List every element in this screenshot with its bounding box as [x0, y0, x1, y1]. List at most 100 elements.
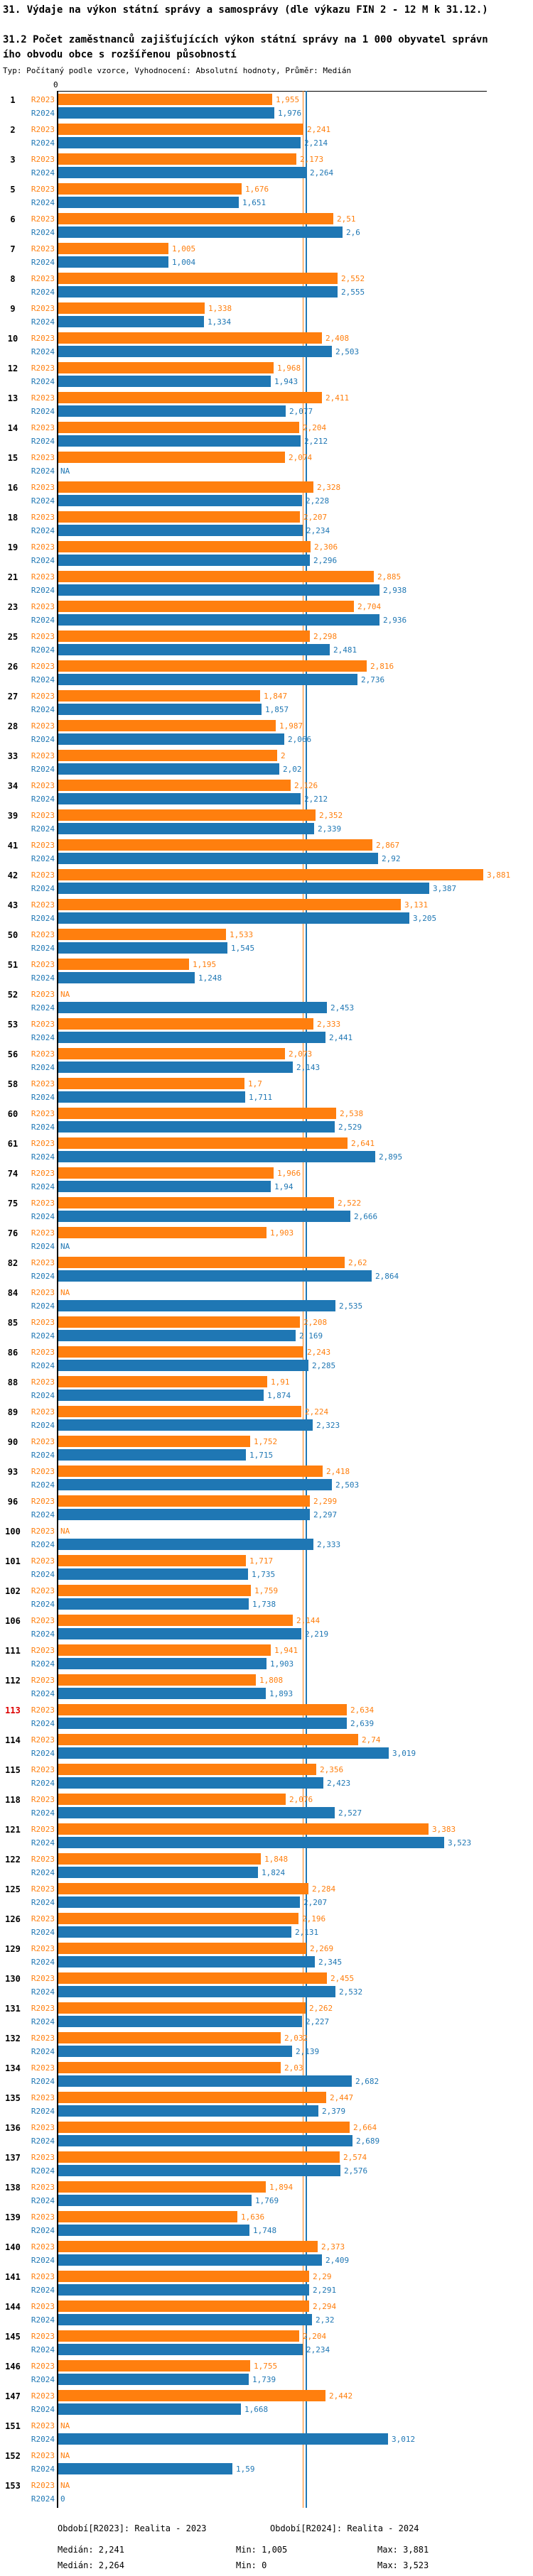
- series-label-r2023: R2023: [31, 990, 55, 999]
- value-label-r2024: 2,207: [303, 1898, 328, 1907]
- series-label-r2024: R2024: [31, 466, 55, 476]
- series-label-r2024: R2024: [31, 2196, 55, 2205]
- series-label-r2023: R2023: [31, 632, 55, 641]
- row-group-21: 21 R2023 2,885 R2024 2,938: [0, 571, 533, 601]
- value-label-r2023: 2,867: [376, 841, 400, 850]
- series-label-r2023: R2023: [31, 662, 55, 671]
- bar-r2023: [58, 213, 333, 224]
- value-label-r2023: NA: [60, 1288, 70, 1297]
- series-label-r2023: R2023: [31, 483, 55, 492]
- bar-r2023: [58, 1943, 306, 1954]
- value-label-r2023: 1,941: [274, 1646, 298, 1655]
- row-id-label: 51: [7, 960, 18, 970]
- row-id-label: 33: [7, 751, 18, 761]
- row-id-label: 86: [7, 1348, 18, 1358]
- bar-r2023: [58, 541, 311, 552]
- value-label-r2024: 1,748: [253, 2226, 277, 2235]
- bar-r2023: [58, 1048, 285, 1059]
- row-group-151: 151 R2023 NA R2024 3,012: [0, 2420, 533, 2450]
- series-label-r2023: R2023: [31, 1705, 55, 1715]
- value-label-r2023: 2,522: [338, 1199, 362, 1208]
- value-label-r2024: 2,264: [310, 168, 334, 178]
- series-label-r2024: R2024: [31, 1331, 55, 1341]
- series-label-r2024: R2024: [31, 1749, 55, 1758]
- value-label-r2024: 2,481: [333, 645, 357, 655]
- value-label-r2024: 2,131: [295, 1928, 319, 1937]
- row-id-label: 7: [10, 244, 16, 254]
- value-label-r2024: 2,666: [354, 1212, 378, 1221]
- row-group-5: 5 R2023 1,676 R2024 1,651: [0, 183, 533, 213]
- value-label-r2023: 2,74: [362, 1735, 381, 1745]
- series-label-r2023: R2023: [31, 125, 55, 134]
- row-id-label: 52: [7, 990, 18, 1000]
- value-label-r2024: 1,715: [249, 1451, 274, 1460]
- row-id-label: 140: [5, 2242, 21, 2252]
- row-id-label: 145: [5, 2332, 21, 2342]
- bar-r2024: [58, 1867, 258, 1878]
- series-label-r2023: R2023: [31, 393, 55, 403]
- value-label-r2024: 2,379: [322, 2107, 346, 2116]
- row-group-14: 14 R2023 2,204 R2024 2,212: [0, 422, 533, 452]
- value-label-r2024: 2,576: [344, 2166, 368, 2176]
- series-label-r2023: R2023: [31, 2421, 55, 2430]
- value-label-r2024: 3,019: [392, 1749, 416, 1758]
- bar-r2023: [58, 2271, 309, 2282]
- row-group-42: 42 R2023 3,881 R2024 3,387: [0, 869, 533, 899]
- series-label-r2023: R2023: [31, 2272, 55, 2281]
- row-group-7: 7 R2023 1,005 R2024 1,004: [0, 243, 533, 273]
- row-group-134: 134 R2023 2,03 R2024 2,682: [0, 2062, 533, 2092]
- series-label-r2024: R2024: [31, 1510, 55, 1519]
- series-label-r2023: R2023: [31, 1109, 55, 1118]
- bar-r2024: [58, 2403, 241, 2415]
- series-label-r2024: R2024: [31, 496, 55, 506]
- value-label-r2023: 2,284: [312, 1884, 336, 1894]
- row-group-125: 125 R2023 2,284 R2024 2,207: [0, 1883, 533, 1913]
- bar-r2023: [58, 720, 276, 731]
- value-label-r2024: 2,291: [313, 2286, 337, 2295]
- bar-r2024: [58, 1479, 332, 1490]
- row-id-label: 28: [7, 721, 18, 731]
- series-label-r2023: R2023: [31, 692, 55, 701]
- series-label-r2024: R2024: [31, 1152, 55, 1162]
- value-label-r2024: 1,711: [249, 1093, 273, 1102]
- row-group-8: 8 R2023 2,552 R2024 2,555: [0, 273, 533, 302]
- bar-r2023: [58, 1495, 310, 1507]
- row-id-label: 58: [7, 1079, 18, 1089]
- value-label-r2024: 3,012: [392, 2435, 416, 2444]
- series-label-r2024: R2024: [31, 586, 55, 595]
- value-label-r2024: 1,903: [270, 1659, 294, 1669]
- series-label-r2023: R2023: [31, 1586, 55, 1595]
- bar-r2024: [58, 2374, 249, 2385]
- bar-r2023: [58, 839, 372, 851]
- row-group-1: 1 R2023 1,955 R2024 1,976: [0, 94, 533, 124]
- series-label-r2024: R2024: [31, 1212, 55, 1221]
- bar-r2023: [58, 2211, 237, 2222]
- bar-r2024: [58, 2314, 312, 2325]
- row-group-114: 114 R2023 2,74 R2024 3,019: [0, 1734, 533, 1764]
- bar-r2024: [58, 1270, 372, 1282]
- series-label-r2024: R2024: [31, 2435, 55, 2444]
- bar-r2024: [58, 1598, 249, 1610]
- value-label-r2024: 2,227: [306, 2017, 330, 2026]
- series-label-r2023: R2023: [31, 1407, 55, 1417]
- value-label-r2023: 2,076: [289, 1795, 313, 1804]
- row-id-label: 1: [10, 95, 16, 105]
- value-label-r2024: 2,228: [306, 496, 330, 506]
- series-label-r2024: R2024: [31, 2375, 55, 2384]
- value-label-r2023: 1,676: [245, 185, 269, 194]
- row-id-label: 122: [5, 1855, 21, 1865]
- bar-r2024: [58, 1509, 310, 1520]
- value-label-r2024: 2,212: [304, 795, 328, 804]
- bar-r2024: [58, 2075, 352, 2087]
- row-group-136: 136 R2023 2,664 R2024 2,689: [0, 2122, 533, 2151]
- series-label-r2023: R2023: [31, 871, 55, 880]
- x-axis-zero-tick-label: 0: [53, 80, 58, 89]
- row-id-label: 3: [10, 155, 16, 165]
- row-id-label: 144: [5, 2302, 21, 2312]
- series-label-r2023: R2023: [31, 304, 55, 313]
- series-label-r2023: R2023: [31, 1527, 55, 1536]
- bar-r2024: [58, 376, 271, 387]
- value-label-r2023: 2,816: [370, 662, 394, 671]
- series-label-r2024: R2024: [31, 1570, 55, 1579]
- value-label-r2023: 2,447: [330, 2093, 354, 2102]
